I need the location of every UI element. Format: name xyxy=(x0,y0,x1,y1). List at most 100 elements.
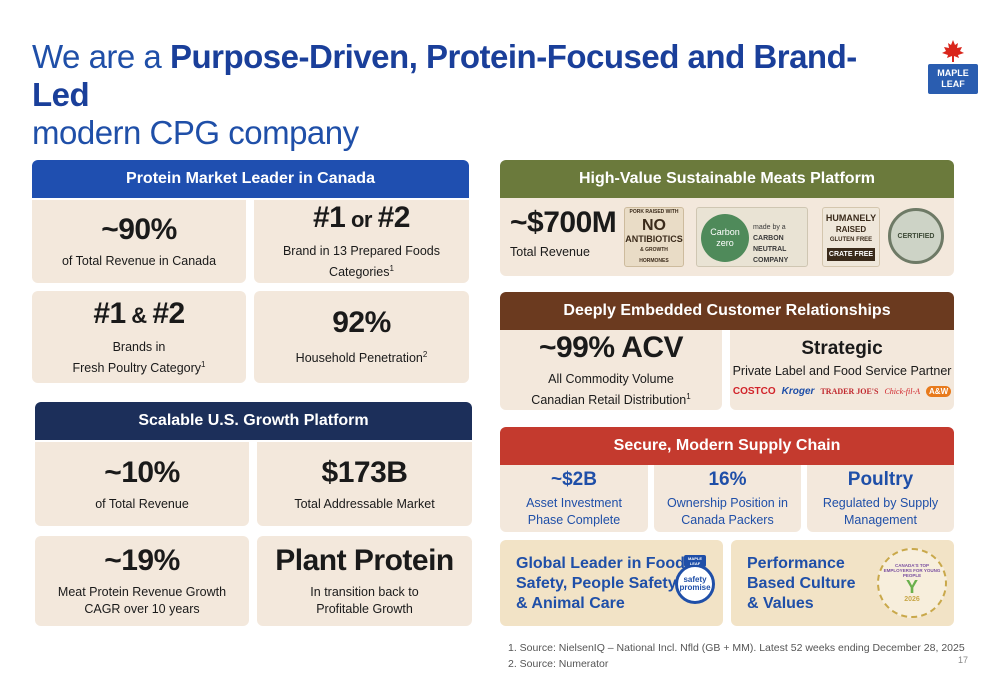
us-revenue-label: of Total Revenue xyxy=(95,496,189,511)
sustainable-label: Total Revenue xyxy=(510,245,590,259)
nab-no: NO xyxy=(642,217,666,234)
supply-card-investment: ~$2B Asset Investment Phase Complete xyxy=(500,465,648,532)
sustainable-value: ~$700M xyxy=(510,206,617,239)
canada-poultry-label: Brands in Fresh Poultry Category1 xyxy=(73,339,206,377)
chick-fil-a-logo: Chick-fil-A xyxy=(884,387,921,396)
investment-value: ~$2B xyxy=(551,468,597,490)
footnote-1: 1. Source: NielsenIQ – National Incl. Nf… xyxy=(508,642,965,654)
safety-badge-a: safety xyxy=(683,575,707,584)
rank-b: #2 xyxy=(377,201,411,235)
canada-header-label: Protein Market Leader in Canada xyxy=(126,170,375,187)
carbon-co: COMPANY xyxy=(753,257,789,264)
us-card-revenue: ~10% of Total Revenue xyxy=(35,442,249,526)
us-growth-value: ~19% xyxy=(104,544,180,577)
nab-bot: & GROWTH HORMONES xyxy=(639,247,669,264)
safety-badge-b: promise xyxy=(679,583,711,592)
us-panel-header: Scalable U.S. Growth Platform xyxy=(35,402,472,440)
logo-line2: LEAF xyxy=(941,79,965,89)
us-tam-label: Total Addressable Market xyxy=(294,496,435,511)
culture-card: Performance Based Culture & Values CANAD… xyxy=(731,540,954,626)
us-tam-value: $173B xyxy=(321,455,408,489)
sustainable-card: ~$700M Total Revenue PORK RAISED WITH NO… xyxy=(500,198,954,276)
top-employers-seal-icon: CANADA'S TOP EMPLOYERS FOR YOUNG PEOPLE … xyxy=(877,548,947,618)
canada-penetration-label: Household Penetration2 xyxy=(296,346,428,367)
footnotes: 1. Source: NielsenIQ – National Incl. Nf… xyxy=(508,640,965,672)
acv-value: ~99% ACV xyxy=(538,330,684,364)
poultry-rank-a: #1 xyxy=(93,296,126,330)
acv-label: All Commodity Volume Canadian Retail Dis… xyxy=(531,371,690,409)
culture-line3: & Values xyxy=(747,595,814,612)
strategic-label: Private Label and Food Service Partner xyxy=(732,364,952,378)
page-number: 17 xyxy=(958,655,969,665)
safety-line3: & Animal Care xyxy=(516,595,625,612)
ownership-label: Ownership Position in Canada Packers xyxy=(667,495,788,529)
canada-revenue-value: ~90% xyxy=(101,213,177,246)
humanely-raised-badge: HUMANELY RAISED GLUTEN FREE CRATE FREE xyxy=(822,207,880,267)
growth-line2: CAGR over 10 years xyxy=(84,602,200,616)
carbon-neutral-badge: Carbon zero made by a CARBON NEUTRAL COM… xyxy=(696,207,808,267)
carbon-made: made by a xyxy=(753,224,786,231)
poultry-label-line2: Fresh Poultry Category xyxy=(72,361,202,376)
relationships-panel-header: Deeply Embedded Customer Relationships xyxy=(500,292,954,330)
aw-logo: A&W xyxy=(926,386,952,397)
supply-header-label: Secure, Modern Supply Chain xyxy=(613,437,841,454)
poultry-supply-line2: Management xyxy=(844,512,917,527)
strategic-title: Strategic xyxy=(801,338,883,359)
penetration-sup: 2 xyxy=(422,350,428,360)
brand-rank-sup: 1 xyxy=(389,264,394,274)
canada-card-revenue: ~90% of Total Revenue in Canada xyxy=(32,200,246,283)
rank-or: or xyxy=(345,207,378,233)
canada-card-poultry: #1 & #2 Brands in Fresh Poultry Category… xyxy=(32,291,246,383)
humane-c: GLUTEN FREE xyxy=(829,237,873,243)
us-growth-label: Meat Protein Revenue Growth CAGR over 10… xyxy=(58,584,226,618)
certified-seal-icon: CERTIFIED xyxy=(888,208,944,264)
kroger-logo: Kroger xyxy=(781,386,815,397)
canada-penetration-value: 92% xyxy=(332,306,391,340)
carbon-cn: CARBON NEUTRAL xyxy=(753,235,787,253)
us-card-growth: ~19% Meat Protein Revenue Growth CAGR ov… xyxy=(35,536,249,626)
investment-label: Asset Investment Phase Complete xyxy=(526,495,622,529)
poultry-label-line1: Brands in xyxy=(112,339,166,354)
safety-line1: Global Leader in Food xyxy=(516,555,685,572)
plant-line1: In transition back to xyxy=(310,585,419,599)
culture-line2: Based Culture xyxy=(747,575,856,592)
canada-revenue-label: of Total Revenue in Canada xyxy=(61,254,217,268)
costco-logo: COSTCO xyxy=(732,386,776,397)
canada-brand-rank-label: Brand in 13 Prepared Foods Categories1 xyxy=(277,243,447,281)
poultry-sup: 1 xyxy=(201,359,206,369)
supply-card-ownership: 16% Ownership Position in Canada Packers xyxy=(654,465,801,532)
relationships-acv-card: ~99% ACV All Commodity Volume Canadian R… xyxy=(500,330,722,410)
us-revenue-value: ~10% xyxy=(104,455,180,489)
certified-text: CERTIFIED xyxy=(897,232,935,240)
growth-line1: Meat Protein Revenue Growth xyxy=(57,585,227,599)
logo-line1: MAPLE xyxy=(937,68,969,78)
plant-line2: Profitable Growth xyxy=(316,602,413,616)
investment-line1: Asset Investment xyxy=(526,495,622,510)
maple-leaf-logo: MAPLE LEAF xyxy=(928,40,978,98)
nab-top: PORK RAISED WITH xyxy=(629,209,679,215)
humane-d: CRATE FREE xyxy=(826,248,876,261)
relationships-strategic-card: Strategic Private Label and Food Service… xyxy=(730,330,954,410)
seal-text: CANADA'S TOP EMPLOYERS FOR YOUNG PEOPLE xyxy=(883,563,941,578)
sustainable-header-label: High-Value Sustainable Meats Platform xyxy=(578,170,876,187)
ownership-value: 16% xyxy=(708,468,747,490)
acv-sup: 1 xyxy=(686,391,691,401)
poultry-value: Poultry xyxy=(847,468,914,490)
us-plant-protein-label: In transition back to Profitable Growth xyxy=(310,584,418,618)
carbon-b: zero xyxy=(716,238,734,248)
humane-b: RAISED xyxy=(835,225,867,234)
investment-line2: Phase Complete xyxy=(527,512,621,527)
ownership-line1: Ownership Position in xyxy=(667,495,788,510)
ownership-line2: Canada Packers xyxy=(681,512,774,527)
logo-wordmark: MAPLE LEAF xyxy=(928,64,978,94)
no-antibiotics-badge: PORK RAISED WITH NO ANTIBIOTICS & GROWTH… xyxy=(624,207,684,267)
footnote-2: 2. Source: Numerator xyxy=(508,658,609,670)
safety-line2: Safety, People Safety xyxy=(516,575,677,592)
canada-poultry-value: #1 & #2 xyxy=(93,296,185,333)
page-title: We are a Purpose-Driven, Protein-Focused… xyxy=(32,38,892,152)
poultry-rank-and: & xyxy=(125,302,153,328)
seal-year: 2026 xyxy=(904,596,920,603)
culture-line1: Performance xyxy=(747,555,845,572)
poultry-rank-b: #2 xyxy=(152,296,185,330)
rank-a: #1 xyxy=(313,201,346,235)
